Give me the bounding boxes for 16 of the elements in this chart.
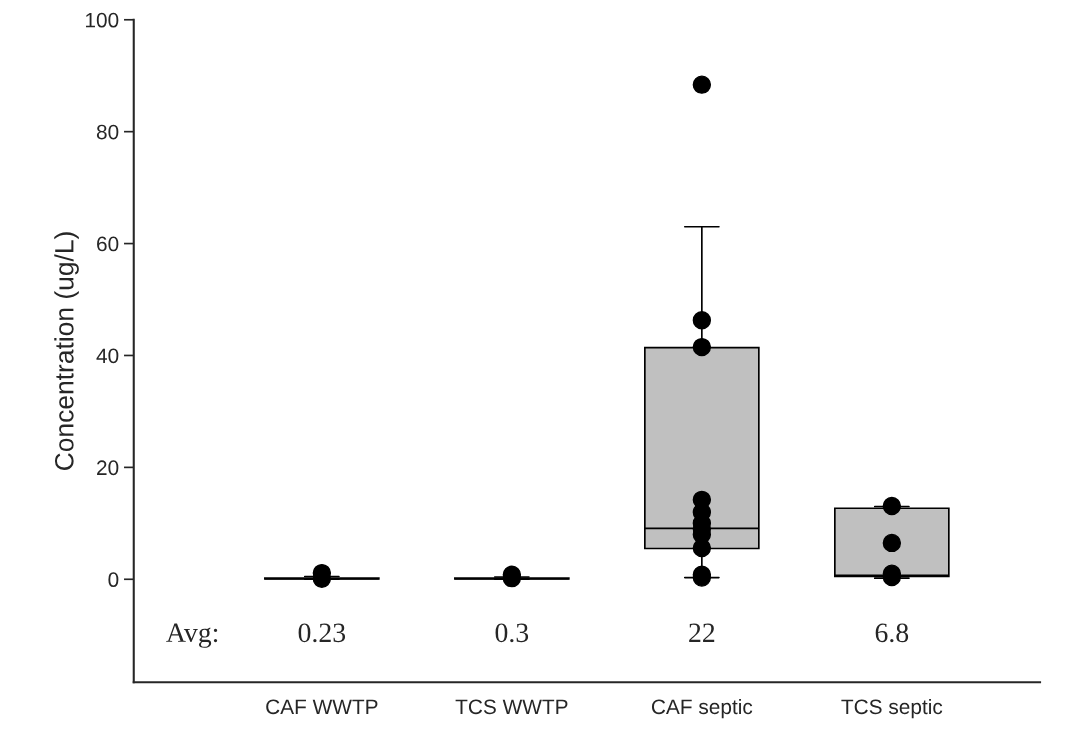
y-tick-label: 100 [86, 12, 119, 28]
y-axis-title: Concentration (ug/L) [54, 232, 79, 470]
annotation: 0.3 [495, 623, 529, 643]
x-tick-label: CAF WWTP [266, 699, 378, 715]
x-tick-label: CAF septic [651, 698, 753, 719]
annotation: 0.23 [298, 623, 346, 643]
x-tick-label: TCS septic [841, 698, 943, 719]
annotation: Avg: [166, 623, 218, 648]
annotation: 22 [689, 623, 715, 642]
y-tick-label: 40 [96, 348, 119, 364]
y-tick-label: 80 [96, 124, 119, 140]
y-tick-label: 60 [97, 236, 119, 252]
annotation: 6.8 [875, 623, 909, 643]
y-tick-label: 20 [97, 460, 119, 476]
y-tick-label: 0 [108, 572, 119, 588]
x-tick-label: TCS WWTP [455, 699, 568, 715]
